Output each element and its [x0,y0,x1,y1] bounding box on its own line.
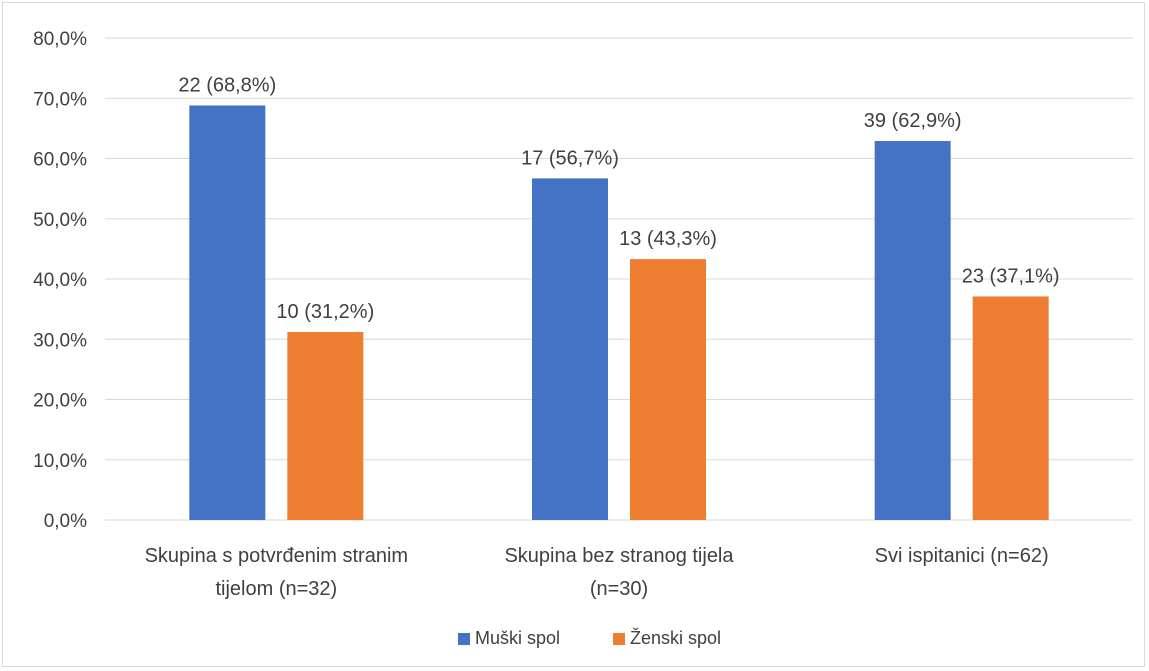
y-tick-label: 50,0% [33,210,87,231]
data-label: 39 (62,9%) [864,110,962,132]
y-tick-label: 30,0% [33,330,87,351]
data-label: 13 (43,3%) [619,228,717,250]
bar-female [630,259,706,520]
bar-female [287,332,364,520]
bar-male [874,141,951,520]
x-category-label: Svi ispitanici (n=62) [875,545,1049,567]
y-tick-label: 70,0% [33,89,87,110]
data-label: 17 (56,7%) [521,147,619,169]
legend-label: Muški spol [475,628,560,648]
legend-swatch [613,633,625,645]
x-category-label: tijelom (n=32) [215,578,337,600]
data-label: 10 (31,2%) [276,301,374,323]
legend-label: Ženski spol [630,628,721,648]
y-tick-label: 20,0% [33,391,87,412]
bar-male [189,105,266,520]
data-label: 23 (37,1%) [962,265,1060,287]
y-tick-label: 80,0% [33,29,87,50]
legend-swatch [458,633,470,645]
y-tick-label: 60,0% [33,150,87,171]
bar-female [972,296,1049,520]
x-category-label: (n=30) [590,578,648,600]
x-category-label: Skupina bez stranog tijela [504,545,734,567]
x-category-label: Skupina s potvrđenim stranim [145,545,408,567]
y-tick-label: 10,0% [33,451,87,472]
y-tick-label: 40,0% [33,270,87,291]
bar-male [532,178,608,520]
data-label: 22 (68,8%) [178,74,276,96]
y-tick-label: 0,0% [44,511,87,532]
